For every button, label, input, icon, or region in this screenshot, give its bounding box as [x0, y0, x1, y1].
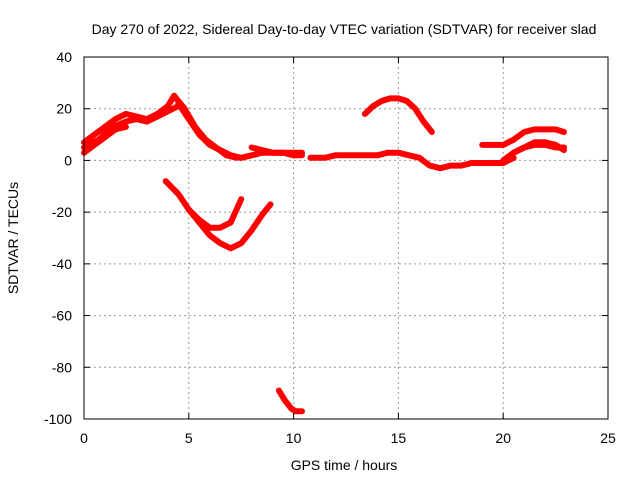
x-tick-label: 20	[495, 430, 511, 446]
series-arc-1	[81, 92, 178, 146]
series-arc-11	[307, 149, 423, 161]
series-arc-16	[510, 139, 567, 156]
series-arc-15	[479, 126, 567, 148]
y-tick-label: 0	[64, 152, 72, 168]
y-axis-label: SDTVAR / TECUs	[5, 182, 21, 294]
ticks: 0 5 10 15 20 25 -100 -80 -60 -40 -20 0 20 40	[44, 49, 616, 446]
x-tick-label: 25	[600, 430, 616, 446]
series-arc-9	[185, 201, 274, 252]
series-arc-13	[416, 154, 517, 172]
y-tick-label: -40	[52, 256, 72, 272]
y-tick-label: 40	[56, 49, 72, 65]
grid	[84, 57, 608, 419]
x-tick-label: 10	[286, 430, 302, 446]
x-tick-label: 5	[185, 430, 193, 446]
series-arc-3	[81, 103, 182, 151]
plot-frame	[83, 56, 609, 420]
x-tick-label: 15	[391, 430, 407, 446]
y-tick-label: -20	[52, 204, 72, 220]
y-tick-label: -80	[52, 359, 72, 375]
series-arc-5	[175, 100, 245, 161]
x-tick-label: 0	[80, 430, 88, 446]
y-tick-label: 20	[56, 101, 72, 117]
series-arc-10	[275, 387, 305, 415]
series-arc-8	[162, 178, 245, 231]
series-arc-12	[361, 95, 435, 135]
series-arc-7	[248, 144, 305, 156]
y-tick-label: -60	[52, 308, 72, 324]
y-tick-label: -100	[44, 411, 72, 427]
x-axis-label: GPS time / hours	[291, 457, 398, 473]
chart-title: Day 270 of 2022, Sidereal Day-to-day VTE…	[92, 21, 597, 37]
data-series	[81, 92, 567, 415]
